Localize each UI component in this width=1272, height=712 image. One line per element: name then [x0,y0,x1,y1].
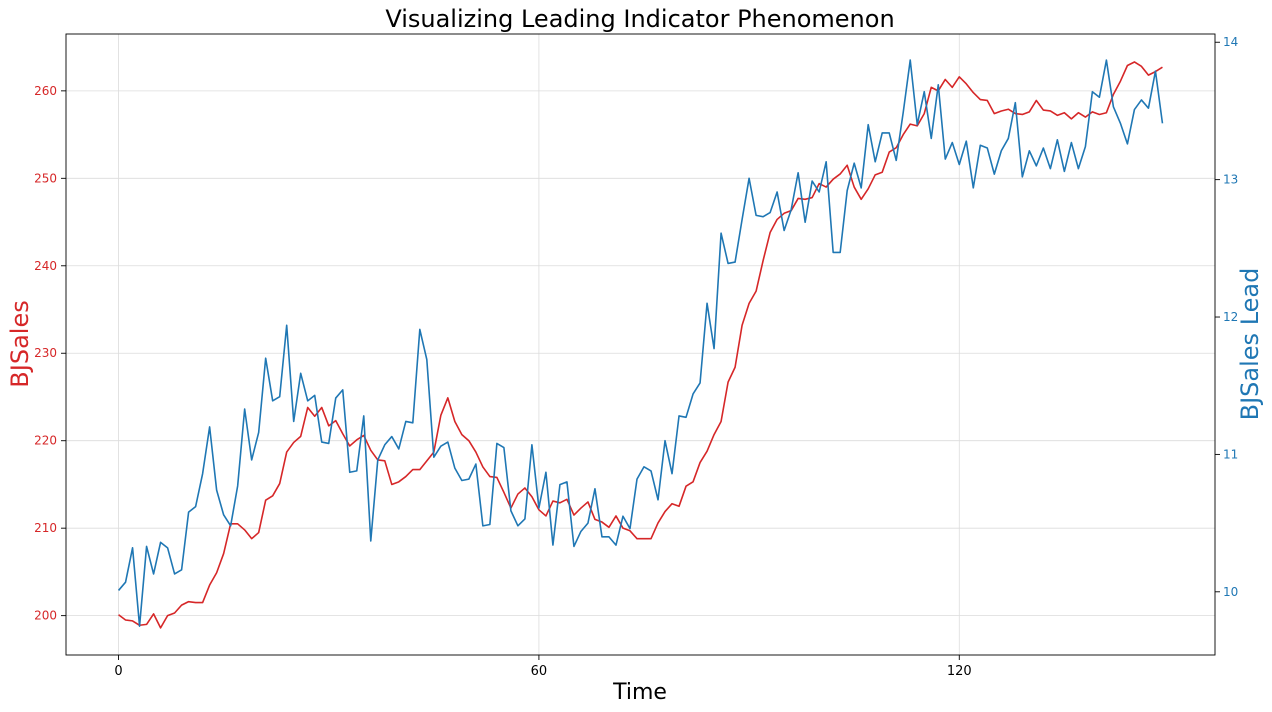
x-axis: 0 60 120 [114,655,972,679]
left-y-tick-label: 220 [34,434,57,448]
left-y-tick-label: 240 [34,259,57,273]
left-y-axis-label: BJSales [6,300,34,387]
right-y-tick-label: 11 [1223,447,1238,461]
right-y-tick-label: 14 [1223,35,1238,49]
left-y-tick-label: 230 [34,346,57,360]
x-axis-label: Time [612,680,667,705]
right-y-tick-label: 12 [1223,310,1238,324]
right-y-axis-label: BJSales Lead [1236,268,1264,421]
right-y-axis: 10 11 12 13 14 [1215,35,1238,599]
series-line-bjsales-lead [117,59,1164,627]
left-y-axis: 200 210 220 230 240 250 260 [34,84,66,623]
x-tick-label: 0 [114,664,122,679]
x-tick-label: 60 [531,664,548,679]
chart-title: Visualizing Leading Indicator Phenomenon [385,5,894,33]
left-y-tick-label: 200 [34,609,57,623]
right-y-tick-label: 13 [1223,173,1238,187]
left-y-tick-label: 260 [34,84,57,98]
right-y-tick-label: 10 [1223,585,1238,599]
series-layer [117,59,1164,629]
plot-frame [65,33,1216,656]
left-y-tick-label: 250 [34,171,57,185]
x-tick-label: 120 [947,664,972,679]
series-line-bjsales [118,61,1163,629]
left-y-tick-label: 210 [34,521,57,535]
grid-lines [66,34,1215,655]
